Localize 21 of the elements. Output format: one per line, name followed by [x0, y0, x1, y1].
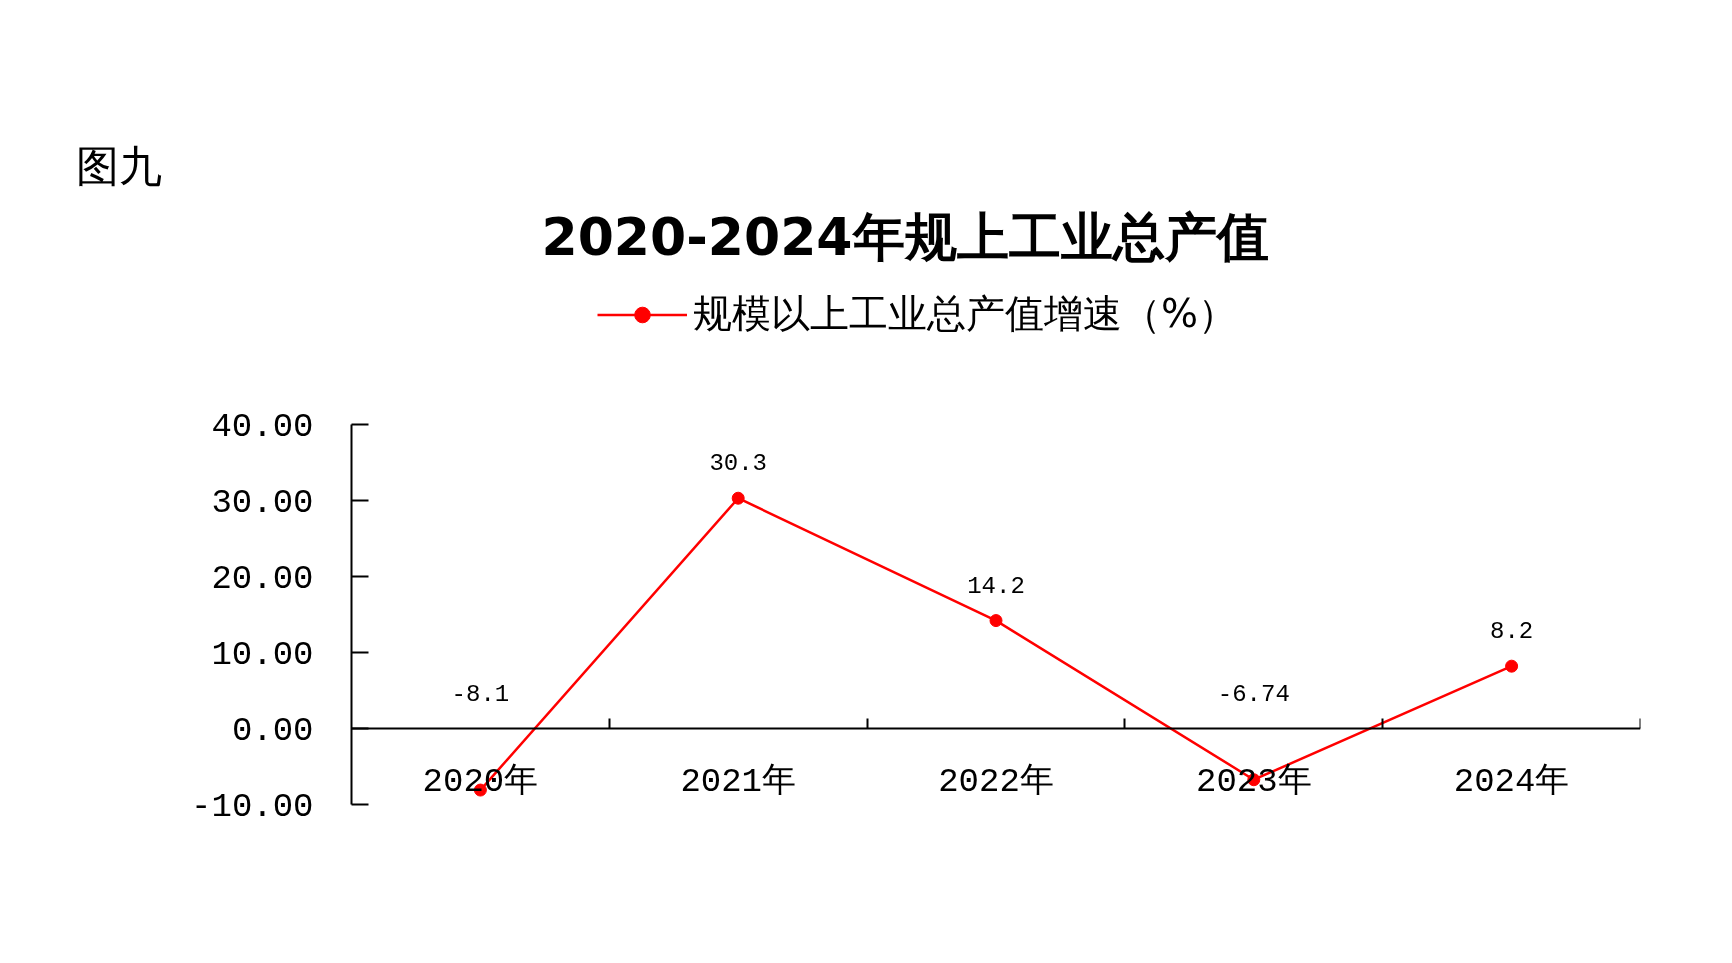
- point: [989, 614, 1003, 628]
- y-tick-label: 40.00: [211, 407, 314, 446]
- point: [731, 491, 745, 505]
- x-tick-label: 2022年: [938, 762, 1054, 801]
- point: [1505, 659, 1519, 673]
- y-tick-label: 30.00: [211, 483, 314, 522]
- data-label: 30.3: [709, 450, 767, 478]
- legend-label: 规模以上工业总产值增速（%）: [693, 290, 1238, 338]
- data-label: 8.2: [1490, 618, 1534, 646]
- y-tick-label: -10.00: [191, 787, 314, 826]
- x-tick-label: 2024年: [1453, 762, 1570, 801]
- y-tick-label: 20.00: [211, 559, 314, 598]
- text: 图九: [75, 141, 162, 191]
- x-tick-label: 2023年: [1195, 762, 1312, 801]
- data-label: -8.1: [451, 680, 510, 708]
- y-tick-label: 0.00: [231, 711, 314, 750]
- x-tick-label: 2021年: [680, 762, 797, 801]
- data-label: -6.74: [1217, 680, 1290, 708]
- chart-title: 2020-2024年规上工业总产值: [541, 207, 1269, 267]
- data-label: 14.2: [967, 572, 1025, 600]
- y-tick-label: 10.00: [211, 635, 314, 674]
